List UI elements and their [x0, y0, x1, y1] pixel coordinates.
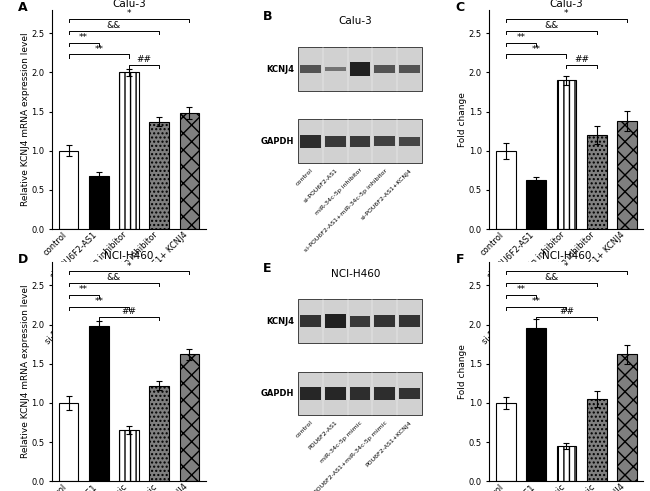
Text: ##: ##: [574, 55, 589, 64]
Bar: [556, 81, 577, 229]
Text: &&: &&: [544, 21, 558, 30]
Text: &&: &&: [544, 273, 558, 282]
Text: **: **: [532, 297, 541, 306]
Text: si-POU6F2-AS1+KCNJ4: si-POU6F2-AS1+KCNJ4: [360, 167, 413, 220]
Bar: [526, 180, 546, 229]
Text: **: **: [532, 45, 541, 54]
Y-axis label: Relative KCNJ4 mRNA expression level: Relative KCNJ4 mRNA expression level: [21, 285, 30, 459]
Bar: [119, 73, 139, 229]
Text: ##: ##: [559, 307, 574, 316]
Text: D: D: [18, 253, 29, 266]
Bar: [350, 136, 370, 147]
Bar: [399, 137, 420, 146]
Bar: [298, 119, 422, 164]
Text: GAPDH: GAPDH: [261, 389, 294, 398]
Text: **: **: [517, 285, 526, 294]
Text: F: F: [456, 253, 464, 266]
Bar: [325, 136, 346, 147]
Bar: [617, 121, 637, 229]
Bar: [58, 151, 79, 229]
Text: si-POU6F2-AS1: si-POU6F2-AS1: [303, 167, 339, 204]
Bar: [526, 328, 546, 481]
Bar: [300, 65, 321, 73]
Text: B: B: [263, 10, 272, 23]
Title: NCI-H460: NCI-H460: [105, 251, 153, 261]
Y-axis label: Fold change: Fold change: [458, 92, 467, 147]
Bar: [58, 403, 79, 481]
Bar: [89, 326, 109, 481]
Text: **: **: [94, 297, 103, 306]
Bar: [350, 316, 370, 327]
Text: **: **: [94, 45, 103, 54]
Text: *: *: [127, 262, 131, 271]
Y-axis label: Relative KCNJ4 mRNA expression level: Relative KCNJ4 mRNA expression level: [21, 32, 30, 206]
Bar: [298, 372, 422, 415]
Bar: [496, 403, 516, 481]
Text: *: *: [564, 9, 569, 19]
Text: KCNJ4: KCNJ4: [266, 317, 294, 326]
Bar: [179, 355, 200, 481]
Bar: [300, 387, 321, 400]
Bar: [325, 314, 346, 328]
Bar: [587, 399, 606, 481]
Text: C: C: [456, 1, 465, 14]
Text: KCNJ4: KCNJ4: [266, 64, 294, 74]
Bar: [350, 62, 370, 76]
Bar: [300, 315, 321, 327]
Bar: [496, 151, 516, 229]
Bar: [374, 315, 395, 327]
Text: POU6F2-AS1: POU6F2-AS1: [308, 420, 339, 451]
Text: **: **: [79, 285, 88, 294]
Text: control: control: [295, 420, 315, 439]
Text: E: E: [263, 262, 272, 275]
Text: POU6F2-AS1+miR-34c-5p mimic: POU6F2-AS1+miR-34c-5p mimic: [313, 420, 388, 491]
Bar: [89, 176, 109, 229]
Text: POU6F2-AS1+KCNJ4: POU6F2-AS1+KCNJ4: [365, 420, 413, 468]
Text: *: *: [127, 9, 131, 19]
Bar: [325, 67, 346, 71]
Bar: [325, 387, 346, 400]
Bar: [179, 113, 200, 229]
Bar: [298, 47, 422, 91]
Title: NCI-H460: NCI-H460: [542, 251, 591, 261]
Text: miR-34c-5p mimic: miR-34c-5p mimic: [320, 420, 363, 464]
Y-axis label: Fold change: Fold change: [458, 344, 467, 399]
Text: *: *: [564, 262, 569, 271]
Bar: [399, 388, 420, 399]
Text: Calu-3: Calu-3: [339, 16, 372, 27]
Bar: [350, 387, 370, 400]
Bar: [556, 446, 577, 481]
Text: si-POU6F2-AS1+miR-34c-5p inhibitor: si-POU6F2-AS1+miR-34c-5p inhibitor: [303, 167, 388, 253]
Text: NCI-H460: NCI-H460: [331, 269, 380, 278]
Text: miR-34c-5p inhibitor: miR-34c-5p inhibitor: [315, 167, 363, 217]
Bar: [374, 136, 395, 146]
Text: &&: &&: [107, 273, 121, 282]
Text: ##: ##: [122, 307, 136, 316]
Bar: [374, 387, 395, 400]
Title: Calu-3: Calu-3: [112, 0, 146, 9]
Text: GAPDH: GAPDH: [261, 137, 294, 146]
Text: control: control: [295, 167, 315, 187]
Text: **: **: [79, 33, 88, 42]
Bar: [587, 135, 606, 229]
Bar: [150, 122, 169, 229]
Bar: [150, 385, 169, 481]
Text: A: A: [18, 1, 28, 14]
Text: **: **: [517, 33, 526, 42]
Bar: [399, 65, 420, 73]
Text: ##: ##: [136, 55, 151, 64]
Bar: [374, 65, 395, 73]
Bar: [119, 430, 139, 481]
Bar: [617, 355, 637, 481]
Bar: [399, 315, 420, 327]
Title: Calu-3: Calu-3: [550, 0, 583, 9]
Text: &&: &&: [107, 21, 121, 30]
Bar: [298, 299, 422, 343]
Bar: [300, 135, 321, 148]
